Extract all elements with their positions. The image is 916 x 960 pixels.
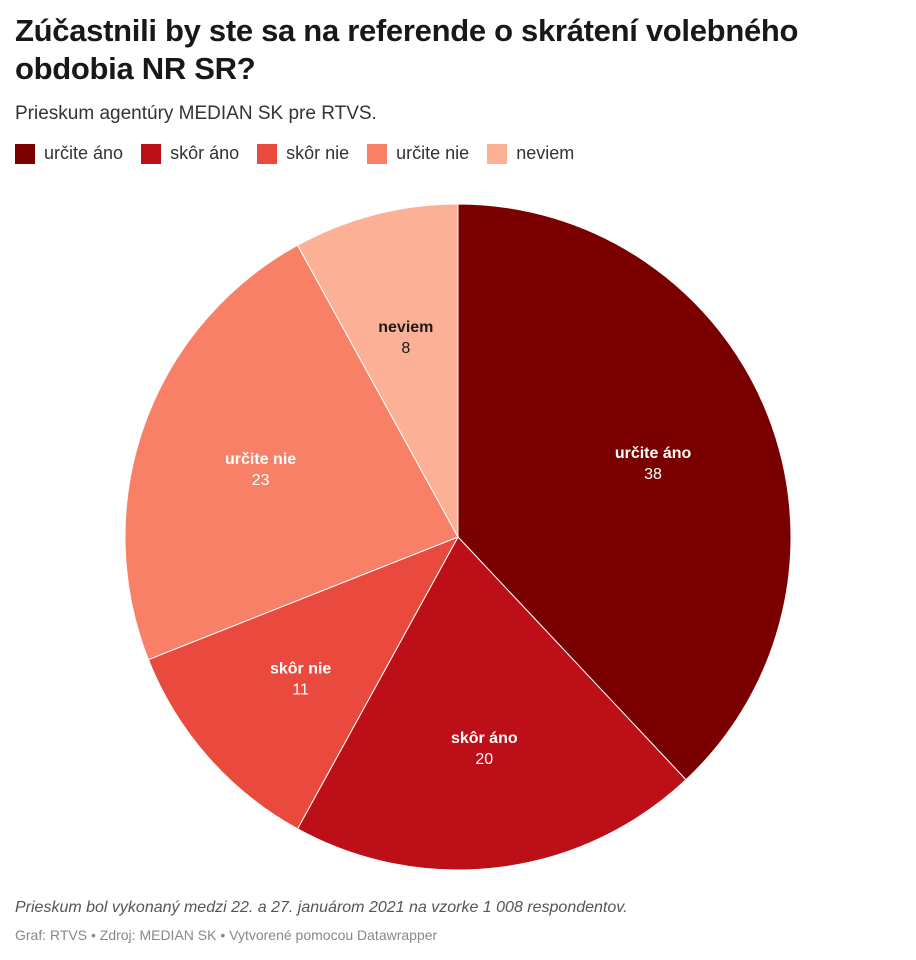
legend-item-urcite-nie: určite nie [367,143,469,164]
slice-label: určite nie [225,451,296,468]
slice-value-label: 8 [401,340,410,357]
legend-label: určite nie [396,143,470,163]
legend-swatch [257,143,278,164]
legend-label: neviem [516,143,575,163]
slice-value-label: 11 [292,682,309,699]
legend-label: skôr áno [170,143,240,163]
slice-value-label: 20 [475,751,493,768]
chart-notes: Prieskum bol vykonaný medzi 22. a 27. ja… [15,899,628,916]
pie-slice [124,244,459,661]
pie-slice [457,203,792,781]
legend-swatch [15,143,35,164]
legend-label: určite áno [44,143,124,163]
slice-label: skôr áno [451,730,518,747]
slice-label: skôr nie [270,661,331,678]
chart-footer: Graf: RTVS • Zdroj: MEDIAN SK • Vytvoren… [15,927,438,943]
chart-subtitle: Prieskum agentúry MEDIAN SK pre RTVS. [15,103,377,124]
pie-chart: určite áno 38 skôr áno 20 skôr nie 11 určite n… [124,203,792,871]
legend: určite áno skôr áno skôr nie určite nie … [15,143,592,164]
legend-swatch [141,143,162,164]
pie-slice [296,203,459,538]
pie-slice [296,536,687,871]
legend-item-skor-ano: skôr áno [141,143,239,164]
chart-title: Zúčastnili by ste sa na referende o skrá… [15,13,799,86]
slice-value-label: 23 [252,472,270,489]
legend-item-neviem: neviem [487,143,574,164]
slice-label: určite áno [615,445,692,462]
legend-label: skôr nie [286,143,350,163]
legend-swatch [487,143,508,164]
legend-item-urcite-ano: určite áno [15,143,123,164]
pie-slice [147,536,460,830]
legend-item-skor-nie: skôr nie [257,143,349,164]
slice-label: neviem [378,319,433,336]
slice-value-label: 38 [644,466,662,483]
legend-swatch [367,143,388,164]
